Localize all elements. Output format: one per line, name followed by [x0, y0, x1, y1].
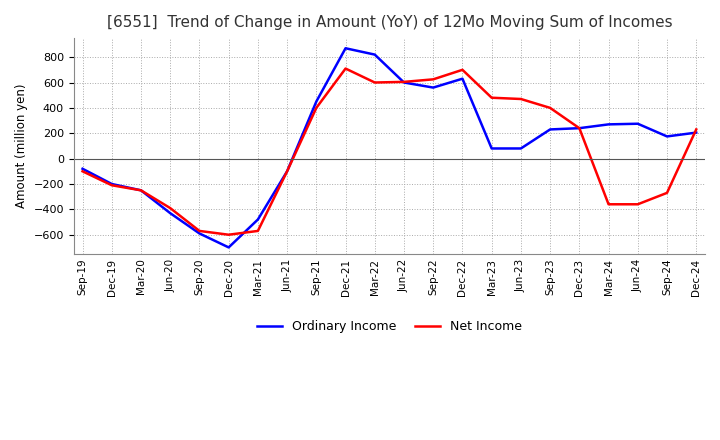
Ordinary Income: [458, 76, 467, 81]
Net Income: [604, 202, 613, 207]
Ordinary Income: [341, 46, 350, 51]
Ordinary Income: [662, 134, 671, 139]
Line: Ordinary Income: Ordinary Income: [83, 48, 696, 247]
Ordinary Income: [137, 188, 145, 193]
Ordinary Income: [516, 146, 525, 151]
Title: [6551]  Trend of Change in Amount (YoY) of 12Mo Moving Sum of Incomes: [6551] Trend of Change in Amount (YoY) o…: [107, 15, 672, 30]
Net Income: [634, 202, 642, 207]
Y-axis label: Amount (million yen): Amount (million yen): [15, 84, 28, 208]
Net Income: [78, 169, 87, 174]
Net Income: [487, 95, 496, 100]
Net Income: [692, 127, 701, 132]
Net Income: [400, 79, 408, 84]
Net Income: [458, 67, 467, 73]
Ordinary Income: [283, 169, 292, 174]
Net Income: [225, 232, 233, 237]
Ordinary Income: [312, 99, 320, 104]
Ordinary Income: [604, 122, 613, 127]
Ordinary Income: [575, 125, 584, 131]
Line: Net Income: Net Income: [83, 69, 696, 235]
Ordinary Income: [166, 210, 174, 216]
Ordinary Income: [546, 127, 554, 132]
Net Income: [341, 66, 350, 71]
Net Income: [137, 188, 145, 193]
Net Income: [429, 77, 438, 82]
Net Income: [546, 105, 554, 110]
Net Income: [107, 183, 116, 188]
Ordinary Income: [429, 85, 438, 90]
Net Income: [195, 228, 204, 234]
Net Income: [283, 169, 292, 174]
Ordinary Income: [78, 166, 87, 172]
Ordinary Income: [692, 130, 701, 135]
Ordinary Income: [107, 181, 116, 187]
Net Income: [371, 80, 379, 85]
Ordinary Income: [487, 146, 496, 151]
Net Income: [166, 205, 174, 211]
Ordinary Income: [195, 231, 204, 236]
Net Income: [516, 96, 525, 102]
Ordinary Income: [225, 245, 233, 250]
Ordinary Income: [400, 80, 408, 85]
Ordinary Income: [371, 52, 379, 57]
Net Income: [253, 228, 262, 234]
Net Income: [575, 125, 584, 131]
Net Income: [312, 105, 320, 110]
Net Income: [662, 190, 671, 195]
Ordinary Income: [253, 217, 262, 222]
Legend: Ordinary Income, Net Income: Ordinary Income, Net Income: [252, 315, 527, 338]
Ordinary Income: [634, 121, 642, 126]
